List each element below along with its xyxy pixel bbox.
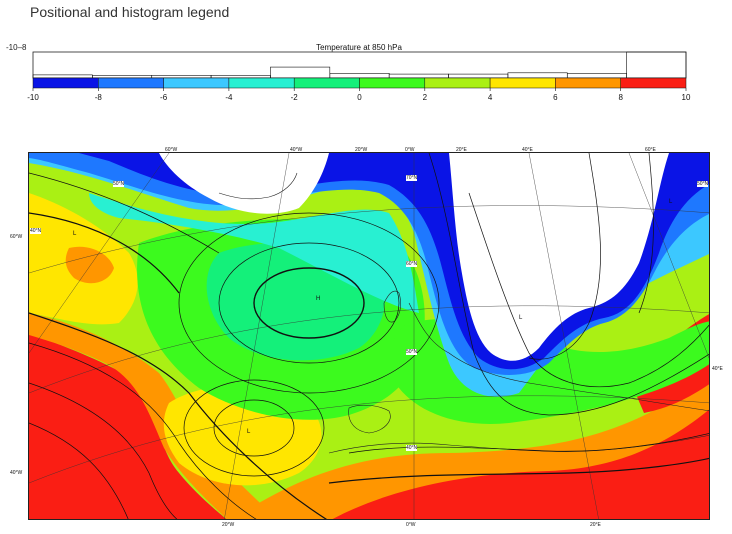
coastline-europe	[408, 302, 709, 412]
legend-tick-label: 2	[423, 93, 428, 102]
legend-tick-label: 0	[357, 93, 362, 102]
lon-label-bottom-20e: 20°E	[590, 522, 601, 528]
page-title: Positional and histogram legend	[30, 4, 230, 20]
legend-range-label: -10–8	[6, 43, 27, 52]
legend-tick-labels: -10 -8 -6 -4 -2 0 2 4 6 8 10	[27, 88, 691, 102]
legend-tick-label: 10	[682, 93, 691, 102]
field-mild-cool-north	[89, 193, 419, 313]
legend-histogram-bar	[566, 73, 627, 79]
field-hot-west-spot	[65, 246, 114, 284]
pressure-label-high: H	[316, 296, 320, 302]
lat-label-inner-70n: 70°N	[406, 175, 418, 181]
lon-label-bottom-20w: 20°W	[222, 522, 235, 528]
legend-tick-label: -8	[95, 93, 103, 102]
lat-label-left-40w: 40°W	[10, 470, 23, 476]
lon-label-top-0w: 0°W	[405, 147, 415, 153]
lon-label-top-40e: 40°E	[522, 147, 533, 153]
lat-label-inner-40n: 40°N	[406, 445, 418, 451]
legend-tick-label: -2	[291, 93, 299, 102]
legend-color-swatch	[163, 77, 230, 89]
lon-label-top-20w: 20°W	[355, 147, 368, 153]
legend-color-swatch	[98, 77, 164, 89]
legend-color-swatch	[620, 77, 687, 89]
temperature-map[interactable]: H L L L L	[28, 152, 710, 520]
legend-color-swatch	[32, 77, 99, 89]
coastline-uk	[383, 290, 401, 323]
legend-color-swatch	[424, 77, 491, 89]
lat-label-inner-e: 50°N	[697, 181, 709, 187]
pressure-label-low-mid: L	[247, 429, 251, 435]
legend-histogram-bar	[626, 51, 687, 79]
pressure-label-low-europe: L	[519, 315, 523, 321]
coastline-greenland	[218, 172, 298, 200]
lon-label-top-20e: 20°E	[456, 147, 467, 153]
legend-histogram-bar	[448, 73, 509, 79]
map-svg: H L L L L	[29, 153, 709, 519]
graticule	[29, 153, 709, 519]
legend-color-swatch	[293, 77, 360, 89]
legend-tick-label: 6	[553, 93, 558, 102]
lon-label-top-60e: 60°E	[645, 147, 656, 153]
legend-histogram-bar	[270, 66, 331, 79]
field-masked-europe	[449, 153, 669, 361]
legend-histogram-bar	[329, 73, 390, 79]
pressure-label-low-west: L	[73, 231, 77, 237]
lat-label-right-40e: 40°E	[712, 366, 723, 372]
legend-svg: -10–8 Temperature at 850 hPa -10 -8 -6 -4 -2…	[6, 43, 691, 102]
legend-tick-label: -4	[225, 93, 233, 102]
legend-color-swatch	[555, 77, 621, 89]
temperature-legend: -10–8 Temperature at 850 hPa -10 -8 -6 -4 -2…	[0, 38, 732, 110]
legend-histogram-frame	[32, 51, 687, 79]
legend-tick-label: -6	[160, 93, 168, 102]
legend-color-swatch	[489, 77, 556, 89]
legend-histogram	[32, 51, 687, 79]
lat-label-inner-40n-left: 40°N	[30, 228, 42, 234]
pressure-label-low-east: L	[669, 199, 673, 205]
legend-histogram-bar	[388, 73, 449, 79]
lat-label-inner-60n: 60°N	[406, 261, 418, 267]
lon-label-top-40w: 40°W	[290, 147, 303, 153]
lon-label-top-60w: 60°W	[165, 147, 178, 153]
lat-label-inner-50n: 50°N	[406, 349, 418, 355]
lat-label-left-60w: 60°W	[10, 234, 23, 240]
field-very-hot-south	[332, 409, 709, 519]
coastline-iberia	[348, 404, 391, 434]
legend-tick-label: 8	[618, 93, 623, 102]
legend-color-bar	[32, 77, 687, 89]
legend-histogram-bar	[507, 72, 568, 79]
legend-color-swatch	[359, 77, 426, 89]
legend-histogram-bar	[32, 74, 93, 79]
legend-title: Temperature at 850 hPa	[316, 43, 402, 52]
lon-label-bottom-0w: 0°W	[406, 522, 416, 528]
legend-tick-label: -10	[27, 93, 39, 102]
legend-color-swatch	[228, 77, 295, 89]
isobars	[29, 153, 709, 519]
legend-tick-label: 4	[488, 93, 493, 102]
field-very-hot-sw	[29, 333, 227, 519]
lat-label-inner-w: 50°N	[113, 181, 125, 187]
